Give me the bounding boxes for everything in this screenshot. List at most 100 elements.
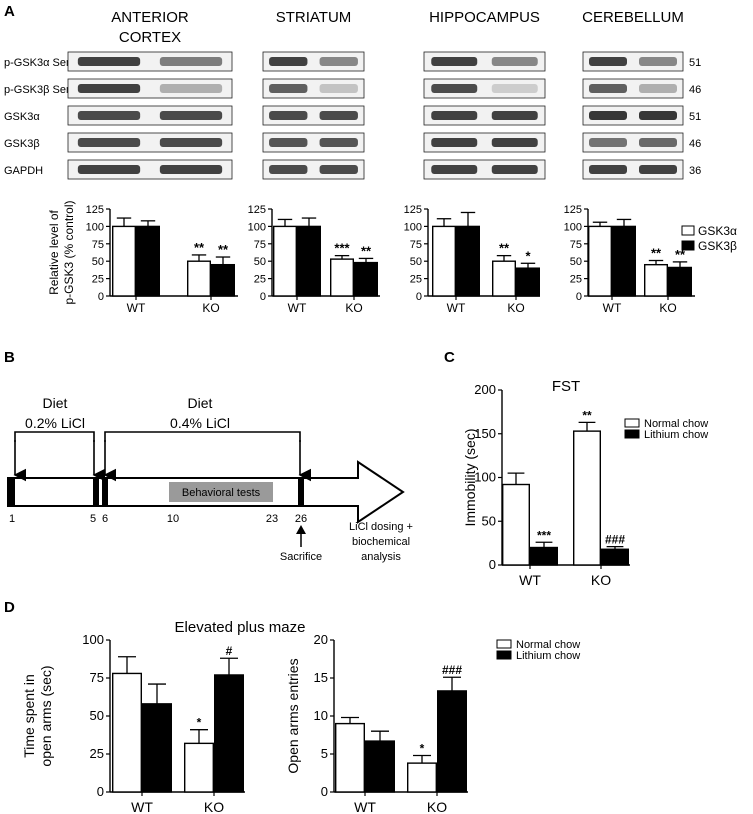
timeline-marker-day1 [9, 479, 15, 505]
bar [111, 672, 142, 793]
region-title: STRIATUM [276, 9, 352, 26]
region-title: HIPPOCAMPUS [429, 9, 540, 26]
y-tick-label: 50 [254, 256, 266, 268]
blot-band [77, 111, 141, 120]
chart-d-entries: 0 5 10 15 20 WT KO * ### Open arms entries [285, 632, 468, 814]
bar [213, 674, 244, 793]
y-tick-label: 50 [92, 256, 104, 268]
y-tick-label: 75 [570, 239, 582, 251]
x-tick-label: KO [202, 301, 219, 315]
significance-label: ** [194, 240, 205, 255]
legend-c-label-1: Normal chow [644, 418, 708, 430]
x-tick-label: KO [345, 301, 362, 315]
blot-kda-label: 51 [689, 111, 701, 123]
blot-box [262, 159, 365, 180]
y-tick-label: 100 [564, 221, 582, 233]
day-label-26: 26 [295, 513, 307, 525]
y-tick-label: 125 [564, 204, 582, 216]
blot-box [423, 51, 546, 72]
significance-label: ** [675, 247, 686, 262]
bar [186, 260, 211, 297]
behavioral-tests-box [169, 482, 273, 502]
significance-label: ** [218, 242, 229, 257]
y-axis-label: Relative level of [47, 209, 61, 294]
bar [135, 225, 160, 297]
y-tick-label: 20 [314, 632, 328, 647]
y-axis-label: Open arms entries [285, 658, 301, 773]
bar [668, 266, 693, 297]
bar [297, 225, 322, 297]
legend-a-swatch-filled [681, 240, 695, 251]
significance-label: * [197, 716, 202, 730]
diet2-bracket [104, 431, 301, 442]
end-note-line-1: LiCl dosing + [349, 521, 413, 533]
blot-row-label: p-GSK3β Ser9 [4, 84, 76, 96]
y-tick-label: 50 [482, 513, 496, 528]
blot-box [423, 159, 546, 180]
blot-band [269, 165, 308, 174]
bar [365, 740, 396, 793]
y-tick-label: 0 [260, 291, 266, 303]
bar [601, 548, 630, 566]
blot-band [319, 138, 358, 147]
y-tick-label: 10 [314, 708, 328, 723]
blot-band [431, 111, 478, 120]
bar [644, 263, 669, 297]
blot-band [491, 165, 538, 174]
blot-band [159, 138, 223, 147]
day-label-10: 10 [167, 513, 179, 525]
timeline-marker-day26 [298, 479, 304, 505]
blot-band [589, 165, 627, 174]
bar [335, 722, 366, 793]
blot-row-label: GAPDH [4, 165, 43, 177]
legend-d-label-1: Normal chow [516, 639, 580, 651]
blot-box [67, 51, 233, 72]
diet1-bracket [14, 431, 95, 442]
y-tick-label: 25 [254, 274, 266, 286]
chart-a-anterior-cortex: 0 25 50 75 100 125 WT KO ** ** Relative level of p-… [47, 200, 238, 315]
blot-band [589, 111, 627, 120]
y-tick-label: 150 [474, 426, 496, 441]
panel-letter-b: B [4, 349, 15, 366]
y-tick-label: 100 [86, 221, 104, 233]
bar [141, 703, 172, 793]
end-note-line-3: analysis [361, 551, 401, 563]
day-label-6: 6 [102, 513, 108, 525]
y-tick-label: 125 [248, 204, 266, 216]
blot-band [639, 84, 677, 93]
blot-kda-label: 46 [689, 84, 701, 96]
bar [502, 483, 531, 566]
blot-band [491, 111, 538, 120]
blot-band [77, 165, 141, 174]
y-tick-label: 0 [416, 291, 422, 303]
bar [183, 742, 214, 793]
region-title: CEREBELLUM [582, 9, 684, 26]
x-tick-label: WT [354, 799, 376, 814]
blot-band [639, 138, 677, 147]
blot-box [582, 105, 684, 126]
legend-a-label-2: GSK3β [698, 239, 737, 253]
y-tick-label: 100 [474, 470, 496, 485]
blot-band [319, 57, 358, 66]
y-axis-label: Time spent in [21, 674, 37, 758]
chart-a-cerebellum: 0 25 50 75 100 125 WT KO ** ** [564, 204, 695, 315]
y-tick-label: 15 [314, 670, 328, 685]
y-axis-label: open arms (sec) [38, 665, 54, 766]
timeline-marker-day5 [93, 479, 99, 505]
legend-c-swatch-filled [624, 429, 640, 439]
blot-band [491, 84, 538, 93]
blot-kda-label: 51 [689, 57, 701, 69]
blot-box [262, 105, 365, 126]
blot-band [639, 165, 677, 174]
x-tick-label: KO [659, 301, 676, 315]
blot-band [639, 57, 677, 66]
y-tick-label: 0 [576, 291, 582, 303]
legend-d-swatch-filled [496, 650, 512, 660]
x-tick-label: WT [127, 301, 146, 315]
behavioral-tests-label: Behavioral tests [182, 487, 261, 499]
blot-band [269, 84, 308, 93]
x-tick-label: WT [447, 301, 466, 315]
